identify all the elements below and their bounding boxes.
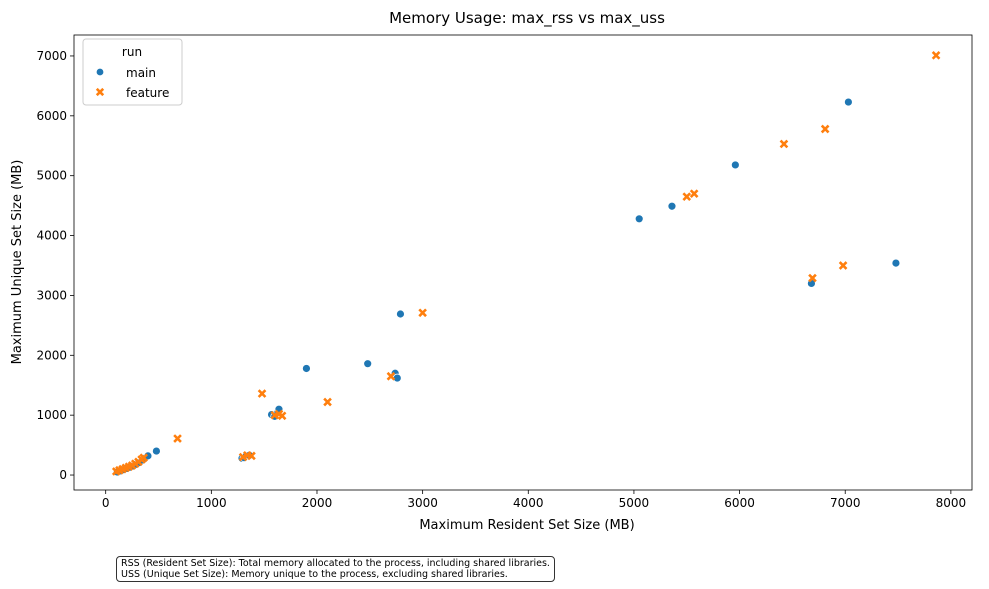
point-feature xyxy=(257,389,267,398)
point-feature xyxy=(820,124,830,134)
point-main xyxy=(363,359,373,369)
point-feature xyxy=(418,308,427,318)
y-tick-label: 0 xyxy=(59,468,67,482)
legend-box xyxy=(82,38,183,106)
point-feature xyxy=(323,397,332,407)
x-tick-label: 2000 xyxy=(302,496,333,510)
chart-title: Memory Usage: max_rss vs max_uss xyxy=(389,9,665,28)
y-tick-label: 6000 xyxy=(36,109,67,123)
point-main xyxy=(396,309,405,319)
y-tick-label: 5000 xyxy=(36,169,67,183)
point-feature xyxy=(808,273,817,283)
point-feature xyxy=(247,451,256,461)
point-main xyxy=(730,160,740,170)
point-feature xyxy=(689,189,699,198)
x-tick-label: 5000 xyxy=(619,496,650,510)
annotation-line-rss: RSS (Resident Set Size): Total memory al… xyxy=(121,558,550,569)
point-feature xyxy=(139,453,149,462)
x-tick-label: 6000 xyxy=(724,496,755,510)
x-axis-label: Maximum Resident Set Size (MB) xyxy=(419,518,634,533)
plot-frame xyxy=(73,34,973,491)
legend-label-feature: feature xyxy=(126,86,169,100)
y-tick-label: 3000 xyxy=(36,288,67,302)
y-axis: 0 1000 2000 3000 4000 5000 6000 7000 xyxy=(36,49,74,482)
legend-marker-feature xyxy=(95,87,105,97)
point-feature xyxy=(779,139,789,149)
legend: run main feature xyxy=(82,38,183,106)
point-feature xyxy=(173,434,182,443)
x-tick-label: 8000 xyxy=(936,496,967,510)
x-tick-label: 7000 xyxy=(830,496,861,510)
point-main xyxy=(634,214,644,224)
point-feature xyxy=(931,51,941,60)
definitions-annotation: RSS (Resident Set Size): Total memory al… xyxy=(116,556,555,582)
y-tick-label: 2000 xyxy=(36,348,67,362)
point-feature xyxy=(386,371,396,381)
legend-title: run xyxy=(122,45,142,59)
annotation-line-uss: USS (Unique Set Size): Memory unique to … xyxy=(121,569,508,580)
x-tick-label: 4000 xyxy=(513,496,544,510)
y-tick-label: 4000 xyxy=(36,229,67,243)
point-main xyxy=(667,201,677,211)
x-tick-label: 1000 xyxy=(196,496,227,510)
legend-label-main: main xyxy=(126,66,156,80)
point-main xyxy=(843,97,853,107)
y-axis-label: Maximum Unique Set Size (MB) xyxy=(10,160,25,365)
point-main xyxy=(302,364,311,373)
point-main xyxy=(152,446,161,456)
point-main xyxy=(891,258,901,268)
y-tick-label: 7000 xyxy=(36,49,67,63)
plot-area xyxy=(73,34,973,491)
series-feature xyxy=(111,51,941,476)
y-tick-label: 1000 xyxy=(36,408,67,422)
x-axis: 0 1000 2000 3000 4000 5000 6000 7000 8000 xyxy=(102,490,966,510)
point-feature xyxy=(277,411,287,421)
point-feature xyxy=(838,261,848,270)
point-feature xyxy=(682,192,692,201)
x-tick-label: 0 xyxy=(102,496,110,510)
series-main xyxy=(112,97,901,477)
x-tick-label: 3000 xyxy=(407,496,438,510)
legend-marker-main xyxy=(95,67,105,77)
